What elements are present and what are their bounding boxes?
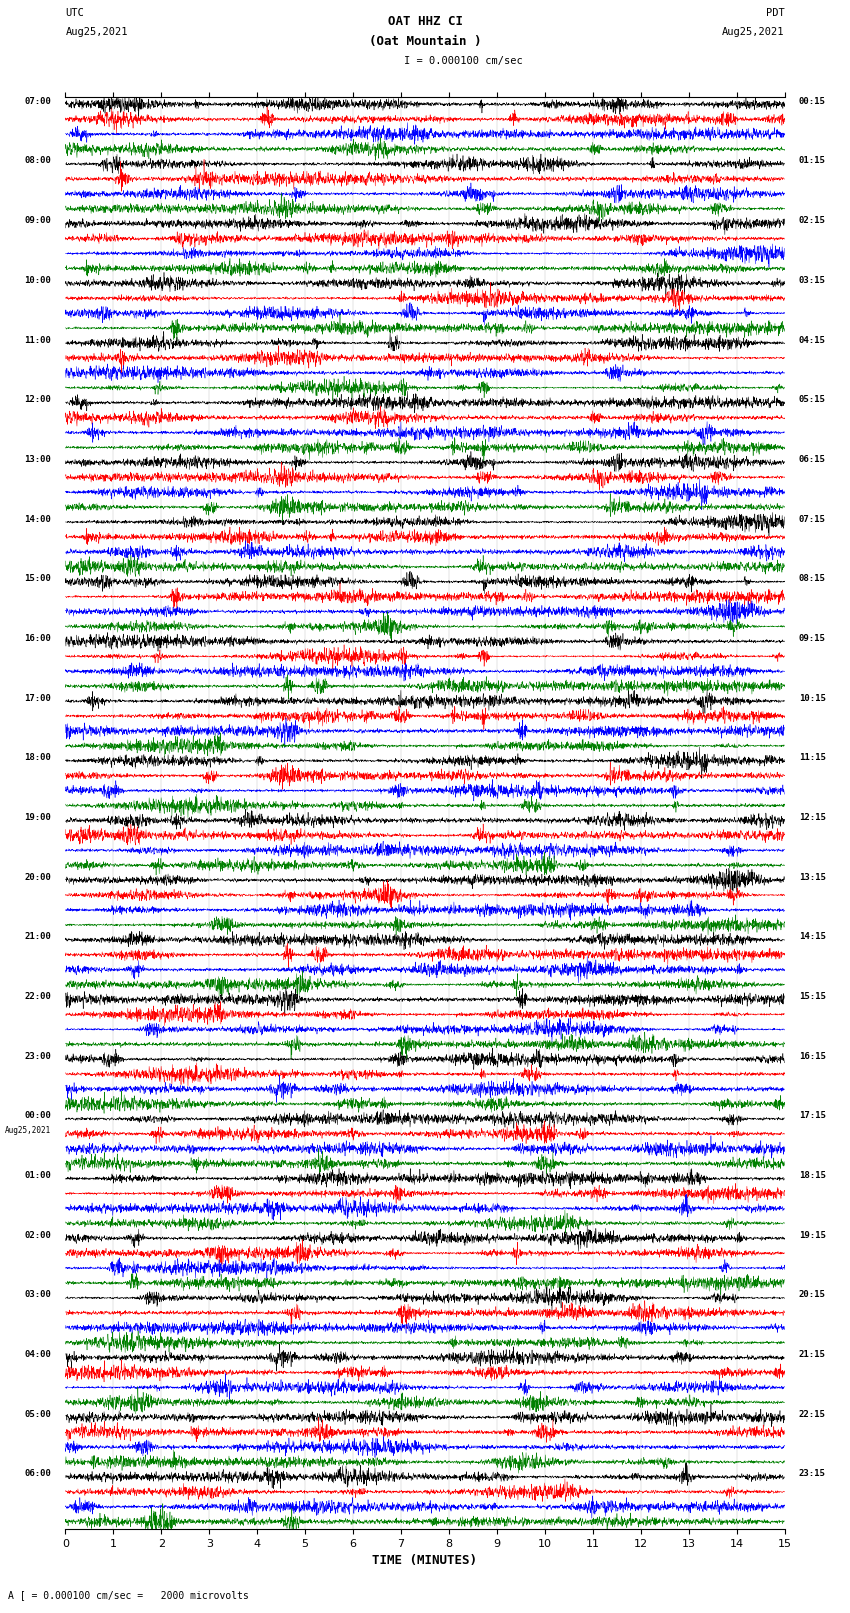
- Text: 07:15: 07:15: [799, 515, 826, 524]
- Text: 10:15: 10:15: [799, 694, 826, 703]
- Text: 23:00: 23:00: [24, 1052, 51, 1061]
- Text: 15:00: 15:00: [24, 574, 51, 584]
- Text: 20:00: 20:00: [24, 873, 51, 882]
- Text: 09:00: 09:00: [24, 216, 51, 226]
- Text: 08:15: 08:15: [799, 574, 826, 584]
- Text: 14:00: 14:00: [24, 515, 51, 524]
- Text: 18:15: 18:15: [799, 1171, 826, 1181]
- Text: 05:15: 05:15: [799, 395, 826, 405]
- Text: 20:15: 20:15: [799, 1290, 826, 1300]
- Text: 12:15: 12:15: [799, 813, 826, 823]
- Text: (Oat Mountain ): (Oat Mountain ): [369, 35, 481, 48]
- Text: 18:00: 18:00: [24, 753, 51, 763]
- Text: I = 0.000100 cm/sec: I = 0.000100 cm/sec: [404, 56, 523, 66]
- Text: 05:00: 05:00: [24, 1410, 51, 1419]
- Text: 00:00: 00:00: [24, 1111, 51, 1121]
- Text: 22:00: 22:00: [24, 992, 51, 1002]
- Text: 01:00: 01:00: [24, 1171, 51, 1181]
- Text: 04:15: 04:15: [799, 336, 826, 345]
- Text: 19:15: 19:15: [799, 1231, 826, 1240]
- Text: 02:15: 02:15: [799, 216, 826, 226]
- Text: 11:00: 11:00: [24, 336, 51, 345]
- Text: 00:15: 00:15: [799, 97, 826, 106]
- Text: 16:00: 16:00: [24, 634, 51, 644]
- Text: 17:00: 17:00: [24, 694, 51, 703]
- Text: 02:00: 02:00: [24, 1231, 51, 1240]
- Text: Aug25,2021: Aug25,2021: [65, 27, 128, 37]
- Text: A [ = 0.000100 cm/sec =   2000 microvolts: A [ = 0.000100 cm/sec = 2000 microvolts: [8, 1590, 249, 1600]
- Text: OAT HHZ CI: OAT HHZ CI: [388, 15, 462, 27]
- Text: 13:00: 13:00: [24, 455, 51, 465]
- Text: 03:15: 03:15: [799, 276, 826, 286]
- Text: 17:15: 17:15: [799, 1111, 826, 1121]
- Text: UTC: UTC: [65, 8, 84, 18]
- Text: 15:15: 15:15: [799, 992, 826, 1002]
- Text: 04:00: 04:00: [24, 1350, 51, 1360]
- Text: 07:00: 07:00: [24, 97, 51, 106]
- Text: 12:00: 12:00: [24, 395, 51, 405]
- Text: 21:00: 21:00: [24, 932, 51, 942]
- Text: 11:15: 11:15: [799, 753, 826, 763]
- Text: 06:15: 06:15: [799, 455, 826, 465]
- Text: 19:00: 19:00: [24, 813, 51, 823]
- Text: 08:00: 08:00: [24, 156, 51, 166]
- Text: 10:00: 10:00: [24, 276, 51, 286]
- Text: 06:00: 06:00: [24, 1469, 51, 1479]
- Text: PDT: PDT: [766, 8, 785, 18]
- X-axis label: TIME (MINUTES): TIME (MINUTES): [372, 1555, 478, 1568]
- Text: Aug25,2021: Aug25,2021: [5, 1126, 51, 1136]
- Text: 13:15: 13:15: [799, 873, 826, 882]
- Text: 21:15: 21:15: [799, 1350, 826, 1360]
- Text: Aug25,2021: Aug25,2021: [722, 27, 785, 37]
- Text: 23:15: 23:15: [799, 1469, 826, 1479]
- Text: 16:15: 16:15: [799, 1052, 826, 1061]
- Text: 03:00: 03:00: [24, 1290, 51, 1300]
- Text: 09:15: 09:15: [799, 634, 826, 644]
- Text: 22:15: 22:15: [799, 1410, 826, 1419]
- Text: 14:15: 14:15: [799, 932, 826, 942]
- Text: 01:15: 01:15: [799, 156, 826, 166]
